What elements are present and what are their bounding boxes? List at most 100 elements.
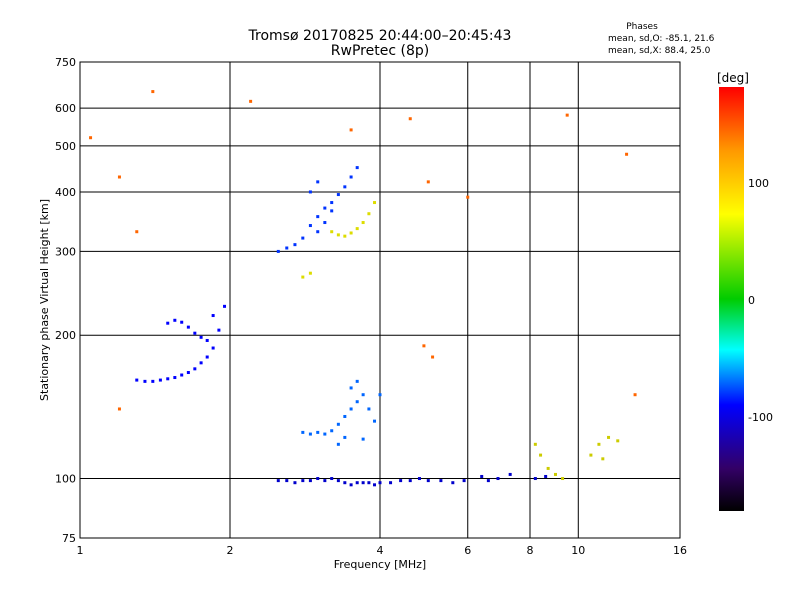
data-point bbox=[466, 195, 470, 199]
data-point bbox=[508, 472, 512, 476]
data-point bbox=[361, 221, 365, 225]
colorbar-tick-100: 100 bbox=[748, 177, 769, 190]
data-point bbox=[316, 477, 320, 481]
data-point bbox=[186, 371, 190, 375]
data-point bbox=[373, 201, 377, 205]
data-point bbox=[426, 180, 430, 184]
data-point bbox=[117, 407, 121, 411]
data-point bbox=[166, 377, 170, 381]
data-point bbox=[349, 231, 353, 235]
data-point bbox=[553, 472, 557, 476]
chart-title: Tromsø 20170825 20:44:00–20:45:43 bbox=[248, 28, 512, 44]
data-point bbox=[301, 430, 305, 434]
data-point bbox=[422, 344, 426, 348]
data-point bbox=[336, 479, 340, 483]
data-point bbox=[308, 271, 312, 275]
data-point bbox=[336, 422, 340, 426]
data-point bbox=[180, 320, 184, 324]
y-tick-label: 750 bbox=[55, 56, 76, 69]
data-point bbox=[597, 442, 601, 446]
phases-o: mean, sd,O: -85.1, 21.6 bbox=[608, 34, 715, 44]
colorbar-tick-minus-100: -100 bbox=[748, 411, 773, 424]
data-point bbox=[439, 479, 443, 483]
data-point bbox=[355, 481, 359, 485]
grid-lines bbox=[80, 62, 680, 538]
data-point bbox=[285, 479, 289, 483]
data-point bbox=[355, 400, 359, 404]
data-point bbox=[323, 221, 327, 225]
data-point bbox=[633, 393, 637, 397]
colorbar bbox=[719, 87, 744, 511]
x-tick-label: 1 bbox=[77, 544, 84, 557]
data-point bbox=[367, 481, 371, 485]
data-point bbox=[544, 474, 548, 478]
data-point bbox=[349, 407, 353, 411]
data-point bbox=[308, 432, 312, 436]
data-point bbox=[323, 432, 327, 436]
data-point bbox=[373, 419, 377, 423]
data-point bbox=[426, 479, 430, 483]
data-point bbox=[378, 481, 382, 485]
y-tick-label: 400 bbox=[55, 186, 76, 199]
data-point bbox=[417, 477, 421, 481]
data-point bbox=[408, 117, 412, 121]
data-point bbox=[330, 477, 334, 481]
x-tick-label: 4 bbox=[377, 544, 384, 557]
data-point bbox=[486, 479, 490, 483]
data-point bbox=[323, 479, 327, 483]
data-point bbox=[361, 437, 365, 441]
data-point bbox=[462, 479, 466, 483]
chart-subtitle: RwPretec (8p) bbox=[331, 43, 429, 59]
data-point bbox=[601, 457, 605, 461]
data-point bbox=[349, 386, 353, 390]
data-point bbox=[343, 481, 347, 485]
y-tick-label: 500 bbox=[55, 140, 76, 153]
data-point bbox=[186, 325, 190, 329]
y-axis-ticks: 75 100 200 300 400 500 600 750 bbox=[55, 56, 76, 545]
data-point bbox=[135, 378, 139, 382]
data-point bbox=[276, 479, 280, 483]
data-point bbox=[166, 321, 170, 325]
data-point bbox=[343, 414, 347, 418]
x-tick-label: 8 bbox=[527, 544, 534, 557]
data-point bbox=[408, 479, 412, 483]
x-axis-label: Frequency [MHz] bbox=[334, 558, 426, 571]
data-point bbox=[367, 212, 371, 216]
data-point bbox=[349, 128, 353, 132]
data-point bbox=[117, 175, 121, 179]
y-tick-label: 600 bbox=[55, 102, 76, 115]
colorbar-label: [deg] bbox=[717, 71, 749, 85]
data-point bbox=[301, 275, 305, 279]
data-point bbox=[173, 318, 177, 322]
data-point bbox=[308, 479, 312, 483]
data-point bbox=[336, 193, 340, 197]
data-point bbox=[336, 442, 340, 446]
data-point bbox=[616, 439, 620, 443]
data-point bbox=[158, 378, 162, 382]
y-tick-label: 75 bbox=[62, 532, 76, 545]
data-point bbox=[561, 477, 565, 481]
data-point bbox=[151, 379, 155, 383]
data-point bbox=[199, 335, 203, 339]
data-point bbox=[539, 453, 543, 457]
data-point bbox=[205, 338, 209, 342]
data-point bbox=[343, 185, 347, 189]
data-point bbox=[301, 479, 305, 483]
x-tick-label: 2 bbox=[227, 544, 234, 557]
data-point bbox=[399, 479, 403, 483]
data-point bbox=[323, 206, 327, 210]
data-point bbox=[565, 113, 569, 117]
data-point bbox=[361, 393, 365, 397]
data-point bbox=[308, 190, 312, 194]
data-point bbox=[533, 477, 537, 481]
y-tick-label: 300 bbox=[55, 245, 76, 258]
data-point bbox=[330, 209, 334, 213]
data-point bbox=[316, 430, 320, 434]
data-point bbox=[293, 481, 297, 485]
data-point bbox=[625, 152, 629, 156]
data-point bbox=[205, 355, 209, 359]
data-point bbox=[343, 234, 347, 238]
data-point bbox=[330, 230, 334, 234]
data-point bbox=[533, 442, 537, 446]
data-point bbox=[367, 407, 371, 411]
